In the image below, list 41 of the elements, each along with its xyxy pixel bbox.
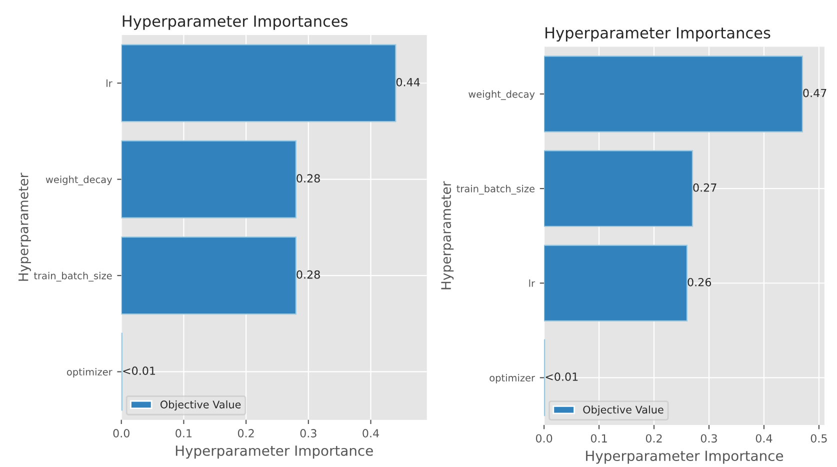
y-tick-label: train_batch_size — [456, 184, 535, 195]
y-tick-label: optimizer — [490, 374, 536, 384]
x-tick-label: 0.1 — [176, 429, 192, 438]
bar — [544, 56, 804, 132]
chart-title: Hyperparameter Importances — [122, 16, 348, 30]
chart-title: Hyperparameter Importances — [546, 27, 770, 42]
data-label: <0.01 — [546, 372, 578, 381]
x-tick-label: 0.5 — [810, 434, 827, 443]
bar — [121, 44, 396, 122]
bar — [544, 244, 688, 322]
y-tick-label: lr — [529, 279, 536, 287]
y-tick-label: optimizer — [66, 368, 112, 378]
legend-label: Objective Value — [160, 400, 241, 410]
x-axis-title: Hyperparameter Importance — [586, 450, 784, 464]
data-label: 0.28 — [296, 270, 320, 279]
data-label: 0.26 — [688, 278, 712, 286]
data-label: <0.01 — [123, 366, 156, 375]
data-label: 0.27 — [693, 183, 716, 192]
x-axis-title: Hyperparameter Importance — [176, 446, 373, 459]
y-tick-label: lr — [106, 79, 112, 87]
x-tick-label: 0.2 — [238, 429, 254, 438]
y-axis-title: Hyperparameter — [18, 172, 31, 281]
bar — [121, 236, 296, 315]
x-tick-label: 0.1 — [590, 434, 607, 443]
bar — [121, 140, 296, 218]
y-axis-title: Hyperparameter — [441, 181, 454, 290]
x-tick-label: 0.3 — [300, 429, 316, 438]
y-tick-label: weight_decay — [468, 90, 535, 100]
y-tick-label: weight_decay — [46, 176, 112, 186]
legend-label: Objective Value — [583, 406, 664, 416]
data-label: 0.44 — [396, 78, 420, 86]
x-tick-label: 0.4 — [362, 429, 379, 438]
bar — [544, 150, 694, 227]
y-tick-label: train_batch_size — [34, 272, 112, 282]
data-label: 0.47 — [803, 88, 826, 98]
x-tick-label: 0.4 — [756, 434, 772, 443]
x-tick-label: 0.0 — [113, 429, 130, 438]
x-tick-label: 0.0 — [536, 434, 552, 443]
x-tick-label: 0.2 — [646, 434, 662, 443]
data-label: 0.28 — [296, 174, 320, 183]
x-tick-label: 0.3 — [700, 434, 717, 443]
